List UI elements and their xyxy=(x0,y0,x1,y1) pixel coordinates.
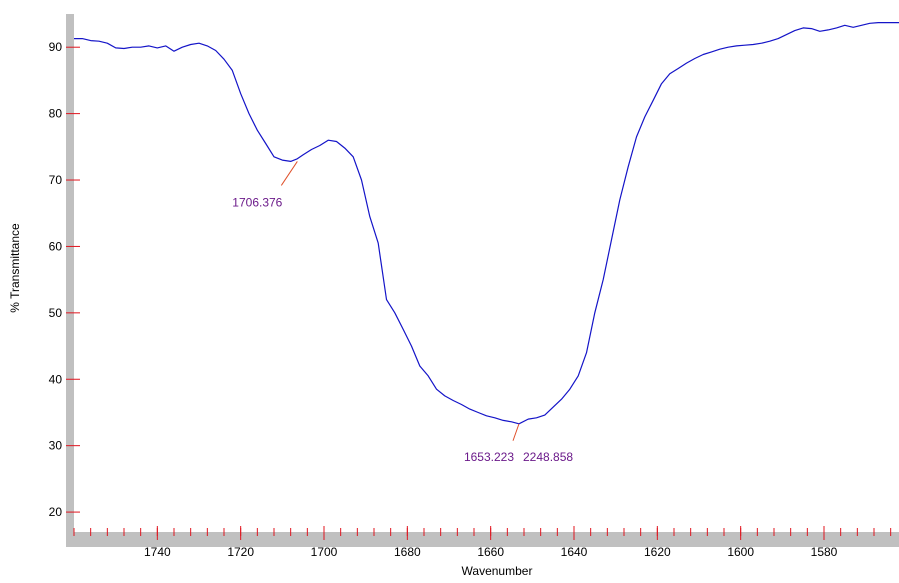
x-tick-label: 1640 xyxy=(561,545,588,559)
left-frame-bar xyxy=(66,14,74,547)
y-tick-label: 90 xyxy=(49,40,63,54)
transmittance-line xyxy=(74,22,899,425)
peak-label: 1706.376 xyxy=(232,195,282,209)
y-tick-label: 40 xyxy=(49,372,63,386)
y-axis: 20 30 40 50 60 70 80 90 xyxy=(49,40,80,519)
y-tick-label: 60 xyxy=(49,239,63,253)
peak-leader-line xyxy=(512,423,520,441)
x-tick-label: 1600 xyxy=(727,545,754,559)
x-tick-label: 1660 xyxy=(477,545,504,559)
peak-label: 1653.223 xyxy=(464,450,514,464)
x-axis: 1740 1720 1700 1680 1660 1640 1620 1600 1580 xyxy=(73,526,892,559)
peak-area-label: 2248.858 xyxy=(523,450,573,464)
y-tick-label: 70 xyxy=(49,173,63,187)
x-tick-label: 1720 xyxy=(227,545,254,559)
x-tick-label: 1680 xyxy=(394,545,421,559)
y-tick-label: 20 xyxy=(49,505,63,519)
y-tick-label: 50 xyxy=(49,306,63,320)
peak-leader-line xyxy=(280,161,298,186)
x-tick-label: 1580 xyxy=(811,545,838,559)
y-tick-label: 30 xyxy=(49,439,63,453)
x-tick-label: 1740 xyxy=(144,545,171,559)
x-tick-label: 1700 xyxy=(311,545,338,559)
y-tick-label: 80 xyxy=(49,107,63,121)
y-axis-title: % Transmittance xyxy=(8,223,22,313)
series-layer xyxy=(74,22,899,425)
x-axis-title: Wavenumber xyxy=(462,564,533,578)
x-tick-label: 1620 xyxy=(644,545,671,559)
peak-annotations: 1706.376 1653.223 2248.858 xyxy=(232,161,573,464)
